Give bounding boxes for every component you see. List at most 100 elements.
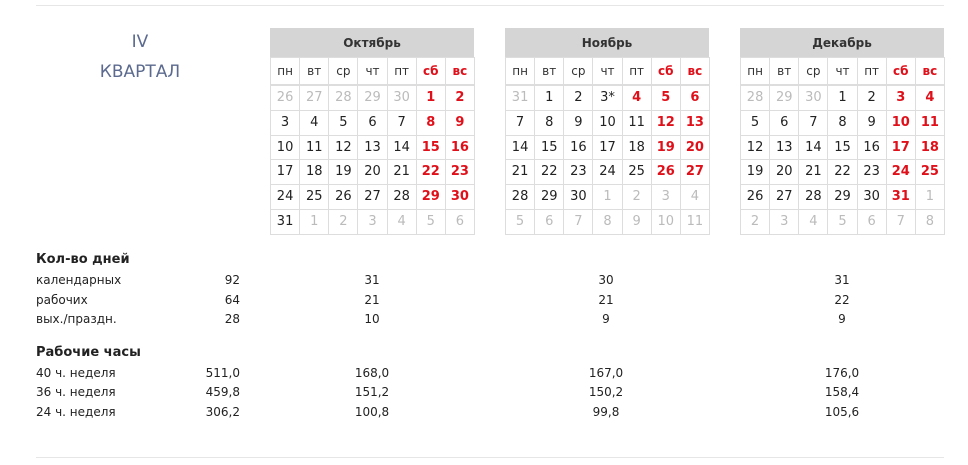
day-cell: 4	[798, 209, 829, 235]
section-title: Рабочие часы	[36, 344, 141, 360]
day-cell: 17	[885, 134, 916, 161]
day-cell: 21	[505, 159, 536, 186]
day-cell: 14	[505, 134, 536, 161]
day-cell: 15	[827, 134, 858, 161]
day-cell: 22	[415, 159, 446, 186]
day-cell: 4	[386, 209, 417, 235]
day-cell: 5	[415, 209, 446, 235]
row-label: 40 ч. неделя	[36, 365, 116, 380]
month-value: 31	[364, 273, 380, 287]
day-cell: 27	[679, 159, 710, 186]
day-cell: 13	[679, 109, 710, 136]
day-cell: 8	[914, 209, 945, 235]
day-cell: 11	[621, 109, 652, 136]
day-cell: 6	[769, 109, 800, 136]
month-value: 158,4	[824, 385, 860, 399]
day-cell: 29	[769, 85, 800, 111]
day-cell: 7	[563, 209, 594, 235]
day-cell: 26	[650, 159, 681, 186]
day-cell: 5	[740, 109, 771, 136]
day-cell: 5	[827, 209, 858, 235]
month-title: Ноябрь	[505, 28, 709, 57]
weekday: пт	[856, 57, 887, 85]
quarter-value: 92	[224, 273, 240, 287]
day-cell: 8	[592, 209, 623, 235]
day-cell: 28	[328, 85, 359, 111]
day-cell: 18	[621, 134, 652, 161]
day-cell: 2	[856, 85, 887, 111]
day-cell: 2	[444, 85, 475, 111]
day-cell: 27	[357, 184, 388, 210]
month-value: 9	[838, 312, 846, 326]
row-label: календарных	[36, 273, 122, 287]
day-cell: 6	[444, 209, 475, 235]
weekday: ср	[798, 57, 829, 85]
day-cell: 9	[444, 109, 475, 136]
day-cell: 15	[534, 134, 565, 161]
day-cell: 24	[592, 159, 623, 186]
day-cell: 23	[856, 159, 887, 186]
month-value: 99,8	[592, 404, 620, 419]
day-cell: 13	[769, 134, 800, 161]
day-cell: 31	[270, 209, 301, 235]
day-cell: 7	[505, 109, 536, 136]
day-cell: 25	[914, 159, 945, 186]
day-cell: 1	[592, 184, 623, 210]
day-cell: 11	[914, 109, 945, 136]
day-cell: 2	[621, 184, 652, 210]
day-cell: 7	[386, 109, 417, 136]
weekday: чт	[827, 57, 858, 85]
day-cell: 31	[505, 85, 536, 111]
day-cell: 22	[827, 159, 858, 186]
day-cell: 28	[386, 184, 417, 210]
day-cell: 14	[386, 134, 417, 161]
quarter-number: IV	[131, 32, 149, 52]
day-cell: 1	[827, 85, 858, 111]
day-cell: 16	[856, 134, 887, 161]
day-cell: 21	[386, 159, 417, 186]
day-cell: 17	[270, 159, 301, 186]
day-cell: 3	[769, 209, 800, 235]
day-cell: 29	[534, 184, 565, 210]
month-value: 30	[598, 273, 614, 287]
day-cell: 19	[328, 159, 359, 186]
day-cell: 3	[270, 109, 301, 136]
weekday: чт	[592, 57, 623, 85]
month-value: 21	[598, 292, 614, 307]
weekday: пт	[621, 57, 652, 85]
month-value: 22	[834, 292, 850, 307]
day-cell: 25	[621, 159, 652, 186]
day-cell: 24	[270, 184, 301, 210]
bottom-rule	[36, 457, 944, 458]
day-cell: 16	[444, 134, 475, 161]
weekday: ср	[328, 57, 359, 85]
day-cell: 29	[415, 184, 446, 210]
day-cell: 21	[798, 159, 829, 186]
day-cell: 3	[650, 184, 681, 210]
day-cell: 25	[299, 184, 330, 210]
day-cell: 15	[415, 134, 446, 161]
quarter-value: 459,8	[205, 385, 240, 399]
day-cell: 12	[328, 134, 359, 161]
row-label: 24 ч. неделя	[36, 404, 116, 419]
weekday: чт	[357, 57, 388, 85]
day-cell: 13	[357, 134, 388, 161]
day-cell: 20	[769, 159, 800, 186]
day-cell: 4	[621, 85, 652, 111]
day-cell: 17	[592, 134, 623, 161]
day-cell: 20	[357, 159, 388, 186]
weekday: вс	[444, 57, 475, 85]
day-cell: 24	[885, 159, 916, 186]
day-cell: 30	[386, 85, 417, 111]
weekday: вт	[769, 57, 800, 85]
day-cell: 8	[415, 109, 446, 136]
day-cell: 2	[328, 209, 359, 235]
day-cell: 19	[740, 159, 771, 186]
month-title: Декабрь	[740, 28, 944, 57]
day-cell: 1	[299, 209, 330, 235]
day-cell: 4	[914, 85, 945, 111]
day-cell: 14	[798, 134, 829, 161]
day-cell: 8	[827, 109, 858, 136]
day-cell: 7	[885, 209, 916, 235]
day-cell: 18	[299, 159, 330, 186]
